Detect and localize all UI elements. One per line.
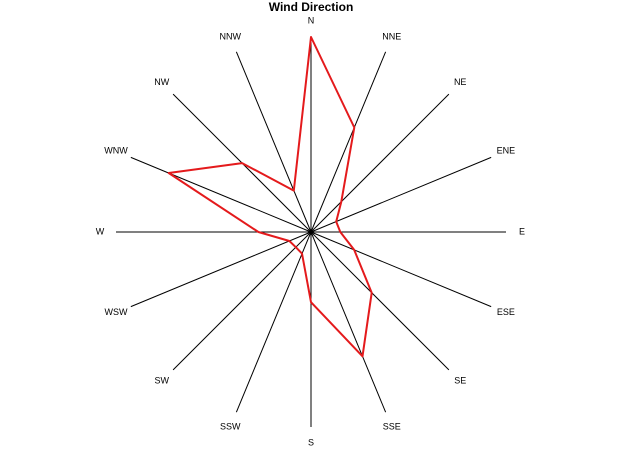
axis-label: ENE — [497, 146, 516, 156]
axis-label: SW — [155, 376, 170, 386]
spoke — [310, 51, 387, 233]
axis-label: SSW — [220, 421, 241, 431]
axis-label: NE — [454, 77, 467, 87]
spoke — [130, 156, 312, 233]
axis-label: NW — [154, 77, 169, 87]
axis-label: SE — [454, 376, 466, 386]
axis-label: NNE — [382, 31, 401, 41]
spoke — [310, 93, 450, 233]
spoke — [310, 156, 492, 233]
spoke — [310, 231, 450, 371]
spoke — [235, 231, 312, 413]
data-polygon — [167, 36, 373, 358]
axis-label: WSW — [105, 307, 128, 317]
axis-label: NNW — [220, 31, 242, 41]
axis-label: N — [308, 15, 315, 25]
spoke — [310, 231, 492, 308]
axis-label: E — [519, 226, 525, 236]
axis-label: W — [96, 226, 105, 236]
axis-label: SSE — [383, 421, 401, 431]
spoke — [172, 231, 312, 371]
axis-label: S — [308, 437, 314, 447]
axis-label: WNW — [104, 146, 128, 156]
spoke — [130, 231, 312, 308]
spoke — [235, 51, 312, 233]
axis-label: ESE — [497, 307, 515, 317]
chart-title: Wind Direction — [269, 0, 354, 14]
spoke — [310, 231, 387, 413]
